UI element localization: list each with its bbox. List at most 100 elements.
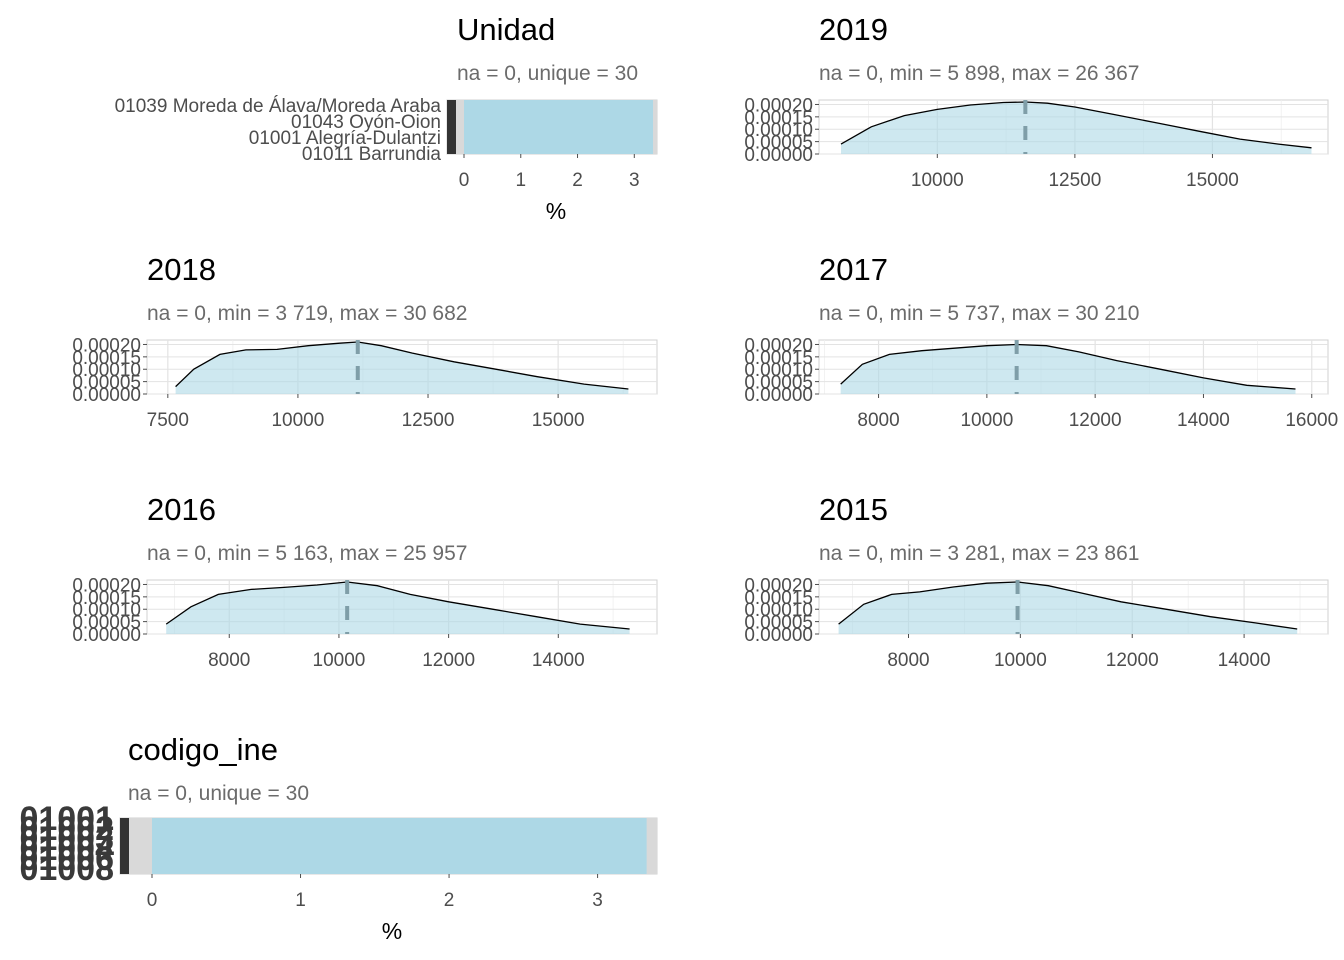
y-tick-label: 0.00005: [744, 133, 813, 154]
x-tick-label: 8000: [887, 650, 929, 671]
x-tick-label: 1: [515, 170, 526, 191]
x-tick-label: 7500: [147, 410, 189, 431]
y-tick-label: 0.00020: [744, 575, 813, 596]
y-tick-label: 0.00015: [72, 348, 141, 369]
x-tick-label: 10000: [994, 650, 1047, 671]
y-tick-label: 0.00000: [744, 385, 813, 406]
y-tick-label: 0.00010: [744, 360, 813, 381]
panel-title: 2016: [147, 492, 216, 527]
y-tick-label: 0.00005: [744, 613, 813, 634]
panel-unidad: Unidad na = 0, unique = 30 01039 Moreda de…: [115, 12, 658, 224]
panel-title: 2019: [819, 12, 888, 47]
x-tick-label: 14000: [532, 650, 585, 671]
panel-subtitle: na = 0, min = 5 163, max = 25 957: [147, 542, 467, 565]
density-area: [840, 344, 1296, 394]
category-label: 01004: [19, 830, 114, 868]
x-tick-label: 12000: [1069, 410, 1122, 431]
x-axis-title: %: [382, 918, 402, 944]
y-tick-label: 0.00020: [72, 335, 141, 356]
x-tick-label: 3: [592, 890, 603, 911]
category-label: 01003: [19, 820, 114, 858]
x-tick-label: 10000: [271, 410, 324, 431]
category-label: 01011 Barrundia: [302, 144, 442, 165]
category-labels: 01039 Moreda de Álava/Moreda Araba01043 …: [115, 96, 442, 165]
y-tick-label: 0.00000: [72, 385, 141, 406]
y-tick-label: 0.00020: [72, 575, 141, 596]
panel-y2016: 2016 na = 0, min = 5 163, max = 25 957 0.0…: [72, 492, 658, 671]
y-tick-label: 0.00000: [72, 625, 141, 646]
x-tick-label: 15000: [532, 410, 585, 431]
x-axis-title: %: [546, 198, 566, 224]
density-area: [838, 582, 1298, 634]
y-tick-label: 0.00015: [72, 588, 141, 609]
x-tick-label: 0: [459, 170, 470, 191]
y-tick-label: 0.00015: [744, 348, 813, 369]
density-area: [166, 582, 630, 634]
x-tick-label: 10000: [313, 650, 366, 671]
x-tick-label: 2: [444, 890, 455, 911]
bar-value: [464, 100, 654, 154]
x-tick-label: 10000: [911, 170, 964, 191]
panel-title: Unidad: [457, 12, 555, 47]
bar-value: [152, 818, 647, 874]
y-tick-label: 0.00020: [744, 335, 813, 356]
x-tick-label: 12000: [422, 650, 475, 671]
y-tick-label: 0.00010: [744, 600, 813, 621]
y-tick-label: 0.00015: [744, 588, 813, 609]
panel-title: 2017: [819, 252, 888, 287]
y-tick-label: 0.00010: [72, 360, 141, 381]
category-tick-block: [447, 100, 456, 154]
x-tick-label: 14000: [1177, 410, 1230, 431]
y-tick-label: 0.00005: [72, 373, 141, 394]
x-tick-label: 10000: [960, 410, 1013, 431]
x-tick-label: 2: [572, 170, 583, 191]
panel-title: 2018: [147, 252, 216, 287]
x-tick-label: 0: [147, 890, 158, 911]
panel-y2019: 2019 na = 0, min = 5 898, max = 26 367 0.0…: [744, 12, 1329, 191]
y-tick-label: 0.00010: [72, 600, 141, 621]
y-tick-label: 0.00015: [744, 108, 813, 129]
category-label: 01008: [19, 850, 114, 888]
density-area: [841, 102, 1312, 154]
x-tick-label: 14000: [1218, 650, 1271, 671]
y-tick-label: 0.00000: [744, 625, 813, 646]
y-tick-label: 0.00005: [72, 613, 141, 634]
x-tick-label: 16000: [1285, 410, 1338, 431]
x-tick-label: 15000: [1186, 170, 1239, 191]
category-label: 01006: [19, 840, 114, 878]
y-tick-label: 0.00010: [744, 120, 813, 141]
density-area: [175, 342, 629, 394]
x-tick-label: 1: [295, 890, 306, 911]
y-tick-label: 0.00000: [744, 145, 813, 166]
panel-subtitle: na = 0, min = 5 898, max = 26 367: [819, 62, 1139, 85]
panel-title: codigo_ine: [128, 732, 278, 767]
panel-y2015: 2015 na = 0, min = 3 281, max = 23 861 0.0…: [744, 492, 1329, 671]
x-tick-label: 8000: [208, 650, 250, 671]
category-label: 01043 Oyón-Oion: [291, 112, 441, 133]
panel-subtitle: na = 0, min = 3 281, max = 23 861: [819, 542, 1139, 565]
panel-subtitle: na = 0, min = 5 737, max = 30 210: [819, 302, 1139, 325]
panel-y2017: 2017 na = 0, min = 5 737, max = 30 210 0.0…: [744, 252, 1338, 431]
density-line: [840, 343, 1296, 390]
y-tick-label: 0.00020: [744, 95, 813, 116]
category-tick-block: [120, 818, 129, 874]
panel-subtitle: na = 0, unique = 30: [457, 62, 638, 85]
x-tick-label: 8000: [857, 410, 899, 431]
panel-subtitle: na = 0, unique = 30: [128, 782, 309, 805]
category-label: 01001 Alegría-Dulantzi: [249, 128, 441, 149]
x-tick-label: 12500: [1048, 170, 1101, 191]
density-line: [838, 581, 1298, 630]
x-tick-label: 12500: [402, 410, 455, 431]
category-label: 01001: [19, 800, 114, 838]
x-tick-label: 12000: [1106, 650, 1159, 671]
density-line: [165, 581, 630, 630]
y-tick-label: 0.00005: [744, 373, 813, 394]
category-label: 01039 Moreda de Álava/Moreda Araba: [115, 96, 442, 117]
panel-title: 2015: [819, 492, 888, 527]
x-tick-label: 3: [629, 170, 640, 191]
panel-subtitle: na = 0, min = 3 719, max = 30 682: [147, 302, 467, 325]
panel-y2018: 2018 na = 0, min = 3 719, max = 30 682 0.0…: [72, 252, 658, 431]
category-label: 01002: [19, 810, 114, 848]
